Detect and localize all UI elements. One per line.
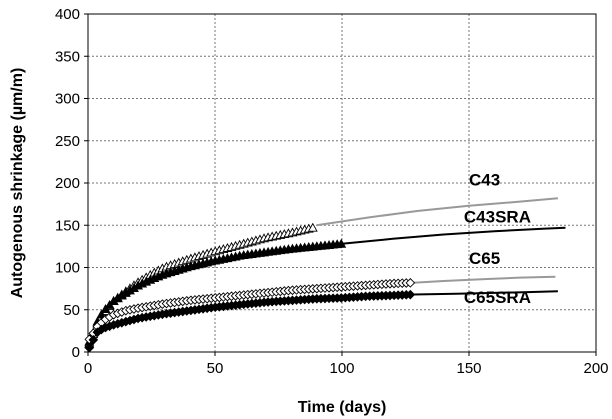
y-tick-label: 50 [63,302,80,319]
y-tick-label: 300 [55,91,80,108]
series-c43sra [84,226,566,346]
y-tick-label: 250 [55,133,80,150]
series-c65 [84,275,556,345]
data-point-c43sra [336,238,347,248]
data-series [84,197,566,353]
x-tick-label: 0 [84,360,92,377]
series-c65sra [84,289,558,353]
x-axis-title: Time (days) [298,399,387,416]
x-tick-label: 200 [583,360,608,377]
axis-ticks: 0 50 100 150 200 250 300 350 400 0 50 100 150 200 [55,6,609,377]
data-point-c65sra [84,342,95,353]
x-tick-label: 100 [329,360,354,377]
series-label-c43: C43 [469,171,500,190]
data-point-c65 [405,277,416,288]
y-tick-label: 350 [55,48,80,65]
y-tick-label: 150 [55,217,80,234]
series-c43 [84,197,558,348]
series-label-c65: C65 [469,249,500,268]
series-label-c65sra: C65SRA [464,288,531,307]
y-tick-label: 200 [55,175,80,192]
y-tick-label: 400 [55,6,80,23]
fit-line-c65sra [413,290,558,296]
x-tick-label: 50 [207,360,224,377]
y-axis-title: Autogenous shrinkage (µm/m) [9,68,26,299]
data-point-c43 [307,222,318,232]
series-label-c43sra: C43SRA [464,208,531,227]
fit-line-c43 [316,197,558,227]
data-point-c65sra [88,335,99,345]
series-annotations: C43 C43SRA C65 C65SRA [464,171,531,307]
y-tick-label: 0 [72,344,80,361]
y-tick-label: 100 [55,260,80,277]
x-tick-label: 150 [456,360,481,377]
fit-line-c43sra [341,226,566,245]
fit-line-c65 [413,275,556,284]
data-point-c65sra [405,289,416,300]
